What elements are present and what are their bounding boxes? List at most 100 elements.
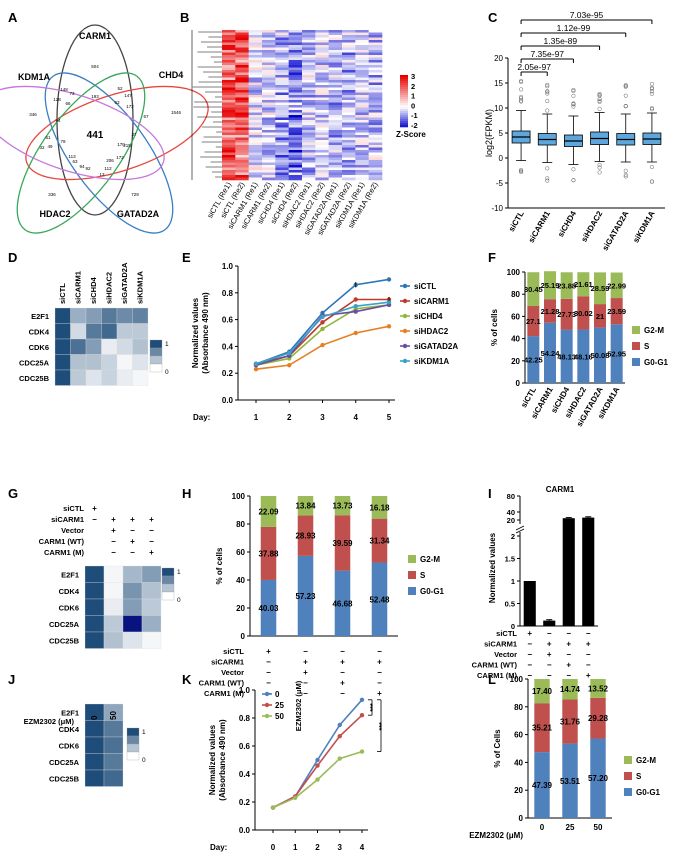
x-axis-prefix: Day: bbox=[210, 843, 227, 852]
heatmap-cell bbox=[222, 150, 236, 153]
heatmap-cell bbox=[342, 137, 356, 141]
bar-data-label: 29.28 bbox=[588, 714, 609, 723]
heatmap-column-label: siCHD4 bbox=[89, 276, 98, 304]
bar-segment bbox=[371, 496, 388, 519]
heatmap-cell bbox=[248, 30, 263, 33]
heatmap-cell bbox=[315, 67, 329, 71]
heatmap-cell bbox=[342, 77, 356, 81]
scale-segment bbox=[126, 727, 140, 737]
venn-region-value: 49 bbox=[47, 144, 53, 149]
heatmap-cell bbox=[262, 177, 276, 181]
heatmap-cell bbox=[355, 125, 369, 128]
legend-label: G0-G1 bbox=[644, 358, 669, 367]
colorbar-segment bbox=[400, 123, 408, 126]
heatmap-cell bbox=[368, 155, 383, 158]
heatmap-cell bbox=[328, 52, 343, 56]
heatmap-cell bbox=[275, 100, 289, 103]
heatmap-row-label: CDK6 bbox=[29, 343, 49, 352]
heatmap-cell bbox=[235, 155, 249, 158]
x-tick-label: siGATAD2A bbox=[601, 209, 631, 252]
outlier-point bbox=[597, 98, 602, 103]
heatmap-cell bbox=[302, 90, 316, 93]
legend-marker bbox=[264, 702, 270, 708]
scale-segment bbox=[161, 591, 175, 601]
heatmap-cell bbox=[288, 117, 303, 121]
heatmap-cell bbox=[315, 42, 329, 46]
heatmap-cell bbox=[368, 60, 383, 63]
panel-letter-D: D bbox=[8, 250, 17, 265]
heatmap-cell bbox=[248, 177, 263, 181]
heatmap-column-label: 50 bbox=[109, 711, 118, 720]
outlier-point bbox=[519, 78, 524, 84]
heatmap-cell bbox=[315, 82, 329, 86]
y-axis-label: % of Cells bbox=[493, 729, 502, 768]
heatmap-cell bbox=[248, 125, 263, 128]
heatmap-cell bbox=[248, 57, 263, 61]
outlier-point bbox=[571, 102, 576, 107]
data-point bbox=[287, 350, 292, 356]
heatmap-cell bbox=[235, 135, 249, 138]
outlier-point bbox=[623, 174, 628, 179]
heatmap-cell bbox=[222, 75, 236, 78]
legend-label: siCHD4 bbox=[414, 312, 443, 321]
outlier-point bbox=[545, 84, 550, 89]
heatmap-cell bbox=[262, 102, 276, 106]
heatmap-row-label: E2F1 bbox=[31, 312, 49, 321]
colorbar-segment bbox=[400, 85, 408, 88]
outlier-point bbox=[649, 107, 654, 112]
venn-region-value: 729 bbox=[131, 192, 139, 197]
heatmap-cell bbox=[302, 142, 316, 146]
condition-mark: + bbox=[547, 640, 552, 649]
heatmap-cell bbox=[248, 170, 263, 173]
heatmap-cell bbox=[355, 47, 369, 51]
heatmap-cell bbox=[262, 97, 276, 101]
heatmap-cell bbox=[288, 72, 303, 76]
data-point bbox=[337, 756, 342, 761]
condition-mark: + bbox=[111, 526, 116, 535]
legend-swatch bbox=[624, 788, 632, 796]
venn-region-value: 148 bbox=[60, 87, 68, 92]
panel-letter-J: J bbox=[8, 672, 15, 687]
pvalue-label: 1.35e-89 bbox=[544, 36, 578, 46]
legend-marker bbox=[264, 691, 270, 697]
heatmap-cell bbox=[342, 100, 356, 103]
heatmap-cell bbox=[275, 92, 289, 96]
heatmap-cell bbox=[342, 45, 356, 48]
heatmap-cell bbox=[222, 97, 236, 101]
heatmap-cell bbox=[315, 152, 329, 156]
heatmap-cell bbox=[248, 45, 263, 48]
heatmap-cell bbox=[235, 172, 249, 176]
outlier-point bbox=[623, 104, 628, 109]
heatmap-cell bbox=[342, 37, 356, 41]
heatmap-cell bbox=[275, 147, 289, 151]
heatmap-cell bbox=[235, 37, 249, 41]
heatmap-cell bbox=[122, 582, 143, 600]
heatmap-cell bbox=[248, 157, 263, 161]
heatmap-cell bbox=[101, 323, 118, 340]
heatmap-cell bbox=[275, 87, 289, 91]
heatmap-cell bbox=[275, 32, 289, 36]
bar-data-label: 21.28 bbox=[541, 307, 560, 316]
heatmap-cell bbox=[315, 142, 329, 146]
heatmap-cell bbox=[222, 155, 236, 158]
condition-label: CARM1 (M) bbox=[204, 689, 244, 698]
y-tick-label: 0 bbox=[241, 632, 246, 641]
heatmap-cell bbox=[275, 120, 289, 123]
heatmap-cell bbox=[222, 90, 236, 93]
heatmap-cell bbox=[328, 67, 343, 71]
heatmap-cell bbox=[262, 172, 276, 176]
heatmap-cell bbox=[288, 175, 303, 178]
heatmap-row-label: CDK6 bbox=[59, 603, 79, 612]
heatmap-cell bbox=[222, 120, 236, 123]
heatmap-row-label: CDC25B bbox=[49, 774, 80, 783]
heatmap-cell bbox=[355, 60, 369, 63]
heatmap-cell bbox=[302, 130, 316, 133]
heatmap-cell bbox=[355, 32, 369, 36]
legend-marker bbox=[402, 328, 408, 334]
heatmap-cell bbox=[315, 37, 329, 41]
panel-letter-F: F bbox=[488, 250, 496, 265]
heatmap-cell bbox=[70, 307, 87, 324]
heatmap-cell bbox=[342, 105, 356, 108]
bar-segment bbox=[594, 304, 606, 328]
condition-mark: − bbox=[566, 671, 571, 680]
